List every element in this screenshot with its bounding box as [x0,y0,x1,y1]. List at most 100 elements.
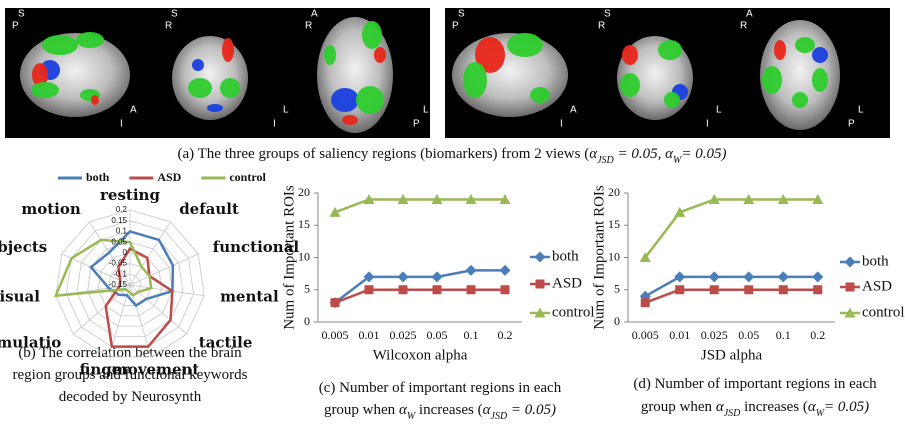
x-tick-label: 0.005 [632,328,659,342]
saliency-region [76,32,104,48]
orientation-label: P [12,21,19,32]
caption: decoded by Neurosynth [59,389,202,405]
tick-label: 0.15 [111,216,127,225]
orientation-label: I [120,119,123,130]
x-tick-label: 0.01 [359,328,380,342]
caption-text: (a) The three groups of saliency regions… [178,146,590,162]
axis-label: default [179,200,239,218]
marker [813,285,822,294]
y-tick-label: 0 [304,314,310,328]
tick-label: -0.15 [109,280,128,289]
series-line [645,290,818,303]
y-tick-label: 5 [304,282,310,296]
tick-label: 0.1 [116,227,128,236]
orientation-label: A [130,105,137,116]
x-tick-label: 0.05 [738,328,759,342]
saliency-region [362,21,382,49]
y-axis-title: Num of Important ROIs [591,185,607,330]
saliency-region [42,35,78,55]
saliency-region [331,88,359,112]
series-line [645,199,818,257]
series-line [335,290,505,303]
saliency-region [188,78,212,98]
legend-label: both [862,253,889,269]
y-tick-label: 10 [298,249,310,263]
marker [845,257,856,268]
legend-label: ASD [157,170,181,184]
marker [466,265,477,276]
marker [710,285,719,294]
saliency-region [342,115,358,125]
y-tick-label: 10 [608,249,620,263]
x-tick-label: 0.2 [498,328,513,342]
y-tick-label: 15 [298,217,310,231]
marker [467,285,476,294]
orientation-label: I [273,119,276,130]
tick-label: 0.05 [111,237,127,246]
x-tick-label: 0.2 [810,328,825,342]
saliency-region [222,38,234,62]
orientation-label: A [570,105,577,116]
legend-label: control [229,170,266,184]
x-tick-label: 0.005 [322,328,349,342]
saliency-region [374,47,386,63]
legend-label: control [552,304,595,320]
marker [399,285,408,294]
axis-label: resting [100,186,160,204]
saliency-region [324,45,336,65]
orientation-label: L [283,105,289,116]
legend-label: ASD [862,278,892,294]
caption-text: decoded by Neurosynth [59,389,202,405]
saliency-region [622,45,638,65]
axis-label: objects [0,238,47,256]
marker [812,271,823,282]
y-tick-label: 0 [614,314,620,328]
axis-label: finger [79,360,130,378]
caption-text: group when [324,402,399,418]
axis-label: motion [21,200,81,218]
caption-text: (c) Number of important regions in each [319,380,562,396]
caption-text: increases ( [740,399,807,415]
caption: group when αJSD increases (αW= 0.05) [641,399,869,418]
orientation-label: P [452,21,459,32]
legend-label: ASD [552,275,582,291]
marker [846,283,855,292]
x-tick-label: 0.01 [669,328,690,342]
orientation-label: I [560,119,563,130]
x-axis-title: JSD alpha [701,347,763,363]
x-tick-label: 0.1 [464,328,479,342]
orientation-label: S [604,9,611,20]
orientation-label: S [458,9,465,20]
x-tick-label: 0.025 [390,328,417,342]
saliency-region [812,68,828,92]
caption: group when αW increases (αJSD = 0.05) [324,402,556,421]
caption-text: JSD [597,155,614,166]
orientation-label: S [171,9,178,20]
saliency-region [31,82,59,98]
marker [432,271,443,282]
saliency-region [463,62,487,98]
marker [536,280,545,289]
legend-label: control [862,304,905,320]
saliency-region [774,40,786,60]
marker [778,271,789,282]
orientation-label: S [18,9,25,20]
saliency-region [664,92,680,108]
y-tick-label: 5 [614,282,620,296]
marker [398,271,409,282]
marker [674,271,685,282]
marker [743,271,754,282]
series-line [335,270,505,302]
orientation-label: R [598,21,605,32]
orientation-label: R [740,21,747,32]
marker [365,285,374,294]
marker [744,285,753,294]
orientation-label: L [423,105,429,116]
saliency-region [220,78,240,98]
x-axis-title: Wilcoxon alpha [373,347,468,363]
orientation-label: A [746,9,753,20]
axis-label: visual [0,288,40,306]
x-tick-label: 0.05 [427,328,448,342]
marker [779,285,788,294]
saliency-region [792,92,808,108]
